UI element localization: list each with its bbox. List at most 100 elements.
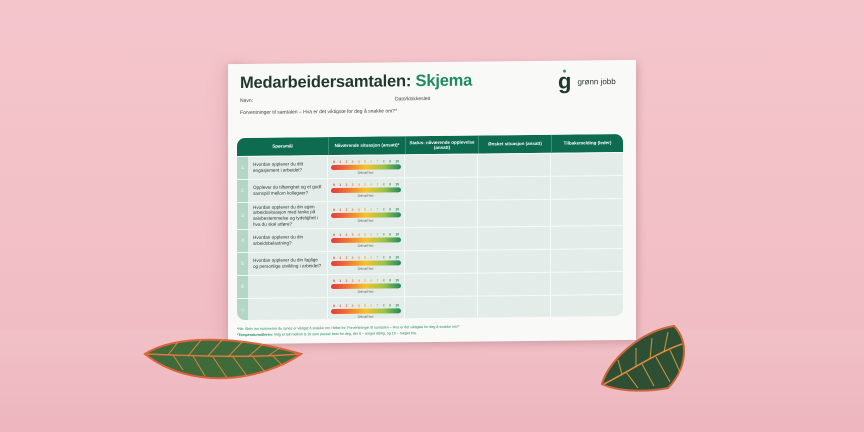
scale-tick[interactable]: 0 xyxy=(333,232,335,237)
scale-gradient-bar[interactable] xyxy=(331,163,401,170)
scale-tick[interactable]: 7 xyxy=(376,232,379,237)
feedback-cell[interactable] xyxy=(551,249,623,272)
scale-gradient-bar[interactable] xyxy=(331,186,401,193)
scale-tick[interactable]: 6 xyxy=(370,303,373,308)
scale-tick[interactable]: 1 xyxy=(339,232,342,237)
temperature-scale[interactable]: 0 1 2 3 4 5 6 7 8 9 10 Ditt tall her: xyxy=(328,178,405,202)
scale-tick[interactable]: 3 xyxy=(351,159,354,164)
scale-tick[interactable]: 7 xyxy=(376,303,379,308)
scale-tick[interactable]: 2 xyxy=(345,182,348,187)
desired-cell[interactable] xyxy=(478,199,551,227)
status-cell[interactable] xyxy=(405,200,478,228)
scale-tick[interactable]: 4 xyxy=(357,303,360,308)
scale-tick[interactable]: 2 xyxy=(345,278,348,283)
scale-tick[interactable]: 1 xyxy=(339,159,342,164)
feedback-cell[interactable] xyxy=(551,199,623,226)
scale-tick[interactable]: 1 xyxy=(339,182,342,187)
scale-tick[interactable]: 6 xyxy=(370,207,373,212)
scale-tick[interactable]: 4 xyxy=(357,255,360,260)
scale-gradient-bar[interactable] xyxy=(331,307,401,314)
scale-tick[interactable]: 5 xyxy=(364,255,366,260)
scale-tick[interactable]: 10 xyxy=(395,231,399,236)
scale-tick[interactable]: 5 xyxy=(364,232,366,237)
scale-tick[interactable]: 4 xyxy=(357,182,360,187)
scale-tick[interactable]: 6 xyxy=(370,278,373,283)
scale-tick[interactable]: 2 xyxy=(345,255,348,260)
scale-tick[interactable]: 8 xyxy=(382,206,385,212)
scale-tick[interactable]: 10 xyxy=(395,254,399,259)
scale-tick[interactable]: 0 xyxy=(333,159,335,164)
scale-tick[interactable]: 2 xyxy=(345,159,348,164)
scale-tick[interactable]: 7 xyxy=(376,159,379,164)
desired-cell[interactable] xyxy=(478,176,551,200)
scale-tick[interactable]: 6 xyxy=(370,182,373,187)
status-cell[interactable] xyxy=(405,177,478,201)
scale-tick[interactable]: 6 xyxy=(370,232,373,237)
temperature-scale[interactable]: 0 1 2 3 4 5 6 7 8 9 10 Ditt tall her: xyxy=(328,155,405,179)
desired-cell[interactable] xyxy=(478,249,551,273)
scale-tick[interactable]: 10 xyxy=(395,206,399,211)
scale-tick[interactable]: 10 xyxy=(395,302,399,307)
feedback-cell[interactable] xyxy=(551,295,623,320)
feedback-cell[interactable] xyxy=(551,153,623,176)
status-cell[interactable] xyxy=(405,296,478,321)
status-cell[interactable] xyxy=(405,227,478,251)
scale-tick[interactable]: 5 xyxy=(364,278,366,283)
scale-tick[interactable]: 8 xyxy=(382,254,385,260)
scale-tick[interactable]: 5 xyxy=(364,303,366,308)
feedback-cell[interactable] xyxy=(551,272,623,295)
scale-tick[interactable]: 0 xyxy=(333,255,335,260)
scale-tick[interactable]: 3 xyxy=(351,303,354,308)
scale-tick[interactable]: 8 xyxy=(382,277,385,283)
scale-tick[interactable]: 2 xyxy=(345,303,348,308)
temperature-scale[interactable]: 0 1 2 3 4 5 6 7 8 9 10 Ditt tall her: xyxy=(328,201,405,229)
scale-tick[interactable]: 0 xyxy=(333,303,335,308)
desired-cell[interactable] xyxy=(478,295,551,321)
scale-tick[interactable]: 2 xyxy=(345,207,348,212)
status-cell[interactable] xyxy=(405,154,478,178)
scale-tick[interactable]: 6 xyxy=(370,255,373,260)
scale-tick[interactable]: 10 xyxy=(395,181,399,186)
scale-tick[interactable]: 3 xyxy=(351,255,354,260)
scale-tick[interactable]: 4 xyxy=(357,232,360,237)
status-cell[interactable] xyxy=(405,250,478,274)
scale-tick[interactable]: 7 xyxy=(376,182,379,187)
desired-cell[interactable] xyxy=(478,153,551,177)
scale-tick[interactable]: 10 xyxy=(395,277,399,282)
scale-tick[interactable]: 7 xyxy=(376,207,379,212)
scale-tick[interactable]: 1 xyxy=(339,207,342,212)
scale-gradient-bar[interactable] xyxy=(331,259,401,266)
scale-tick[interactable]: 3 xyxy=(351,207,354,212)
scale-tick[interactable]: 4 xyxy=(357,207,360,212)
temperature-scale[interactable]: 0 1 2 3 4 5 6 7 8 9 10 Ditt tall her: xyxy=(328,251,405,275)
scale-tick[interactable]: 5 xyxy=(364,182,366,187)
scale-tick[interactable]: 5 xyxy=(364,207,366,212)
scale-tick[interactable]: 4 xyxy=(357,159,360,164)
scale-tick[interactable]: 4 xyxy=(357,278,360,283)
scale-tick[interactable]: 0 xyxy=(333,207,335,212)
scale-gradient-bar[interactable] xyxy=(331,211,401,218)
scale-tick[interactable]: 9 xyxy=(388,277,391,282)
scale-tick[interactable]: 9 xyxy=(388,158,391,163)
scale-tick[interactable]: 3 xyxy=(351,278,354,283)
desired-cell[interactable] xyxy=(478,272,551,296)
scale-tick[interactable]: 9 xyxy=(388,231,391,236)
scale-tick[interactable]: 8 xyxy=(382,181,385,187)
scale-tick[interactable]: 3 xyxy=(351,232,354,237)
scale-tick[interactable]: 7 xyxy=(376,278,379,283)
temperature-scale[interactable]: 0 1 2 3 4 5 6 7 8 9 10 Ditt tall her: xyxy=(328,228,405,252)
scale-tick[interactable]: 5 xyxy=(364,159,366,164)
scale-tick[interactable]: 1 xyxy=(339,255,342,260)
scale-gradient-bar[interactable] xyxy=(331,282,401,289)
scale-tick[interactable]: 6 xyxy=(370,159,373,164)
scale-tick[interactable]: 9 xyxy=(388,254,391,259)
scale-tick[interactable]: 9 xyxy=(388,206,391,211)
feedback-cell[interactable] xyxy=(551,226,623,249)
temperature-scale[interactable]: 0 1 2 3 4 5 6 7 8 9 10 Ditt tall her: xyxy=(328,274,405,298)
scale-tick[interactable]: 8 xyxy=(382,302,385,308)
temperature-scale[interactable]: 0 1 2 3 4 5 6 7 8 9 10 Ditt tall her: xyxy=(328,297,405,321)
scale-tick[interactable]: 3 xyxy=(351,182,354,187)
scale-tick[interactable]: 10 xyxy=(395,158,399,163)
scale-tick[interactable]: 8 xyxy=(382,231,385,237)
scale-tick[interactable]: 2 xyxy=(345,232,348,237)
